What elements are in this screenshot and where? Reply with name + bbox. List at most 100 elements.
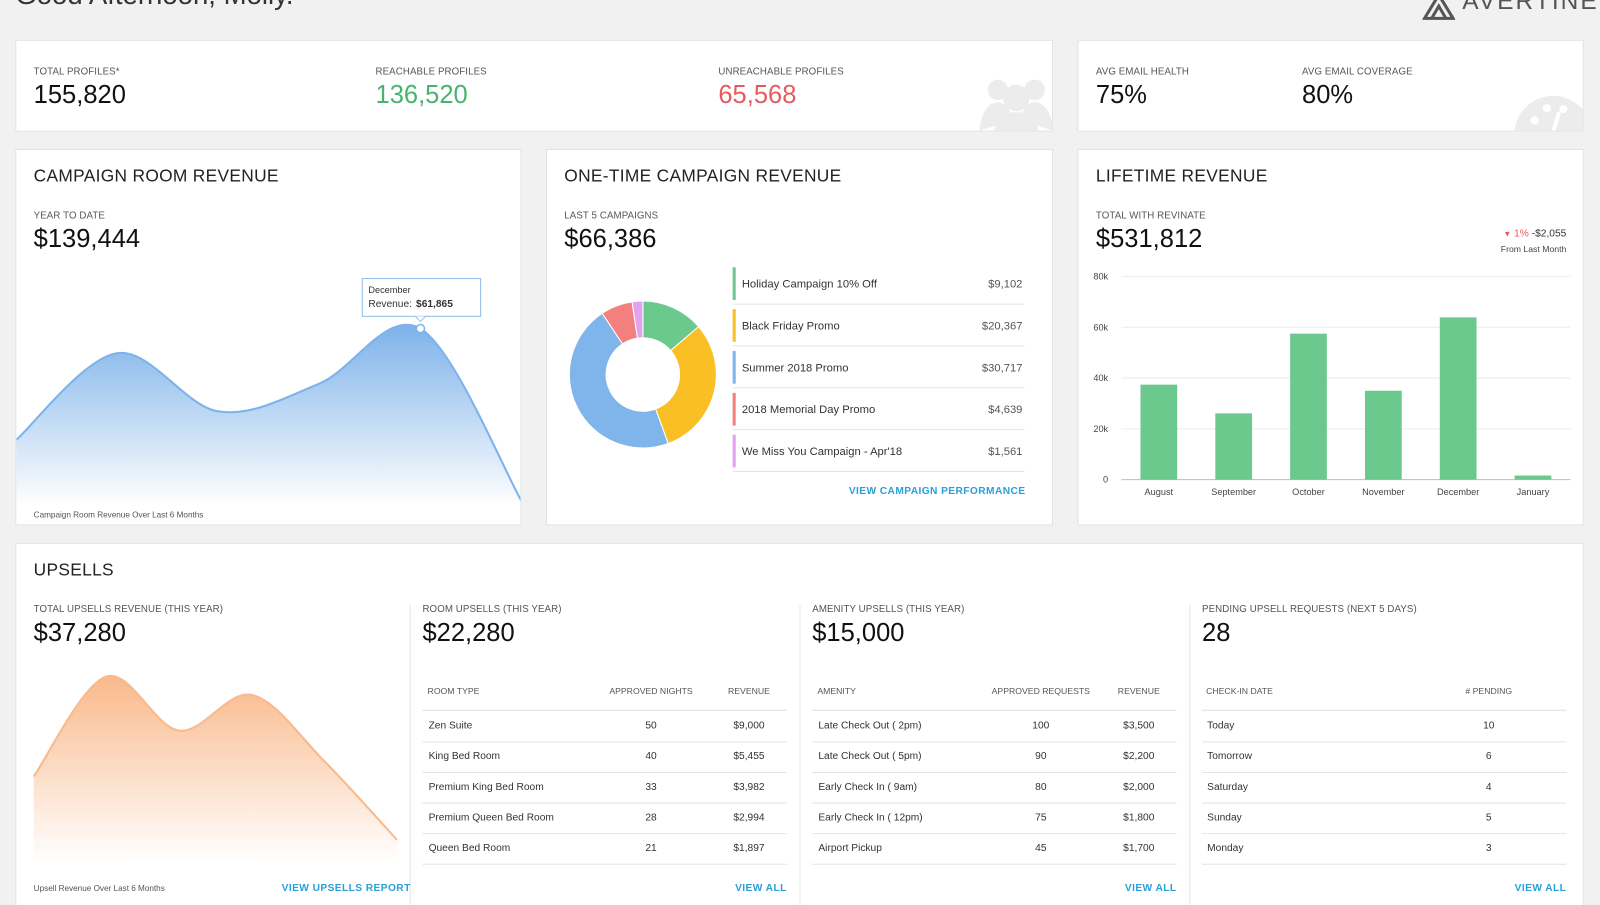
email-card: AVG EMAIL HEALTH 75% AVG EMAIL COVERAGE 80% bbox=[1077, 39, 1584, 132]
bar bbox=[1140, 384, 1178, 480]
legend-swatch bbox=[732, 434, 736, 468]
legend-value: $9,102 bbox=[988, 279, 1022, 291]
change-amount: -$2,055 bbox=[1531, 228, 1567, 240]
section-total: 28 bbox=[1202, 618, 1231, 647]
table-cell: 90 bbox=[1035, 751, 1047, 763]
table-cell: $3,500 bbox=[1123, 720, 1155, 732]
change-note: From Last Month bbox=[1500, 243, 1567, 255]
card-title: UPSELLS bbox=[33, 560, 114, 580]
table-cell: 5 bbox=[1485, 812, 1492, 824]
stat-value: 136,520 bbox=[375, 80, 468, 110]
table-cell: Early Check In ( 9am) bbox=[818, 781, 918, 793]
data-point bbox=[415, 323, 426, 334]
card-total: $531,812 bbox=[1095, 224, 1203, 254]
down-arrow: ▼ bbox=[1503, 229, 1512, 239]
section-label: ROOM UPSELLS (THIS YEAR) bbox=[422, 604, 562, 616]
area-line bbox=[32, 674, 398, 841]
table-cell: 100 bbox=[1032, 720, 1050, 732]
legend-value: $30,717 bbox=[982, 362, 1023, 374]
tooltip-label: Revenue: bbox=[368, 299, 412, 310]
table-cell: Tomorrow bbox=[1207, 751, 1252, 763]
bar bbox=[1215, 413, 1253, 480]
y-tick-label: 0 bbox=[1103, 475, 1108, 485]
legend-swatch bbox=[732, 309, 736, 342]
legend-value: $20,367 bbox=[982, 321, 1023, 333]
stat-label: TOTAL PROFILES* bbox=[33, 66, 120, 78]
table-cell: Premium Queen Bed Room bbox=[428, 812, 554, 824]
x-tick-label: December bbox=[1437, 487, 1479, 497]
table-cell: $2,200 bbox=[1123, 751, 1155, 763]
table-cell: Sunday bbox=[1207, 812, 1242, 824]
donut-slice bbox=[631, 300, 644, 339]
stat-label: UNREACHABLE PROFILES bbox=[718, 66, 844, 78]
chart-caption: Upsell Revenue Over Last 6 Months bbox=[33, 883, 165, 893]
campaign-room-revenue-card: CAMPAIGN ROOM REVENUE YEAR TO DATE $139,… bbox=[15, 148, 522, 526]
section-label: PENDING UPSELL REQUESTS (NEXT 5 DAYS) bbox=[1202, 604, 1417, 616]
x-tick-label: November bbox=[1362, 487, 1404, 497]
tooltip-box bbox=[361, 278, 482, 317]
stat-value: 80% bbox=[1302, 80, 1354, 110]
stat-label: REACHABLE PROFILES bbox=[375, 66, 487, 78]
table-cell: $5,455 bbox=[733, 751, 765, 763]
table-cell: 45 bbox=[1035, 842, 1047, 855]
card-subtitle: YEAR TO DATE bbox=[33, 210, 105, 222]
table-cell: 33 bbox=[645, 781, 657, 793]
card-total: $139,444 bbox=[33, 224, 141, 254]
table-cell: Late Check Out ( 2pm) bbox=[818, 720, 922, 732]
legend-value: $4,639 bbox=[988, 404, 1022, 416]
section-total: $22,280 bbox=[422, 618, 515, 647]
area-fill bbox=[33, 675, 397, 864]
y-tick-label: 20k bbox=[1093, 424, 1108, 434]
table-cell: King Bed Room bbox=[428, 751, 501, 763]
table-cell: Premium King Bed Room bbox=[428, 781, 544, 793]
table-cell: Today bbox=[1207, 720, 1235, 732]
tooltip-category: December bbox=[368, 285, 410, 295]
tooltip-value: $61,865 bbox=[416, 299, 453, 310]
stat-label: AVG EMAIL COVERAGE bbox=[1302, 66, 1413, 78]
section-total: $15,000 bbox=[812, 618, 905, 647]
upsells-total: $37,280 bbox=[33, 618, 126, 647]
y-tick-label: 80k bbox=[1093, 272, 1108, 282]
change-indicator: ▼ 1% -$2,055 bbox=[1503, 229, 1566, 240]
y-tick-label: 60k bbox=[1093, 322, 1108, 332]
table-header: APPROVED NIGHTS bbox=[609, 685, 693, 696]
table-cell: Airport Pickup bbox=[818, 842, 882, 855]
table-header: APPROVED REQUESTS bbox=[991, 685, 1090, 696]
stat-label: AVG EMAIL HEALTH bbox=[1095, 66, 1189, 78]
card-title: ONE-TIME CAMPAIGN REVENUE bbox=[564, 166, 842, 186]
stat-value: 155,820 bbox=[33, 80, 126, 110]
table-cell: $9,000 bbox=[733, 720, 765, 732]
table-cell: 10 bbox=[1483, 720, 1495, 732]
people-icon bbox=[979, 79, 1053, 131]
table-cell: $2,000 bbox=[1123, 781, 1155, 793]
tooltip-pointer bbox=[414, 315, 426, 323]
bar bbox=[1514, 475, 1552, 480]
table-header: ROOM TYPE bbox=[427, 685, 480, 696]
legend-name: Holiday Campaign 10% Off bbox=[742, 279, 878, 291]
x-tick-label: October bbox=[1292, 487, 1325, 497]
table-cell: 28 bbox=[645, 812, 657, 824]
table-header: AMENITY bbox=[817, 685, 856, 696]
view-all-link[interactable]: VIEW ALL bbox=[1514, 882, 1567, 894]
logo-text: AVERTINE bbox=[1462, 0, 1599, 16]
table-header: # PENDING bbox=[1465, 685, 1513, 696]
table-cell: Late Check Out ( 5pm) bbox=[818, 751, 922, 763]
view-all-link[interactable]: VIEW ALL bbox=[735, 882, 787, 894]
table-cell: Early Check In ( 12pm) bbox=[818, 812, 923, 824]
view-all-link[interactable]: VIEW ALL bbox=[1124, 882, 1177, 894]
view-campaign-performance-link[interactable]: VIEW CAMPAIGN PERFORMANCE bbox=[848, 485, 1026, 497]
total-label: TOTAL UPSELLS REVENUE (THIS YEAR) bbox=[33, 604, 224, 616]
table-cell: $1,897 bbox=[733, 842, 765, 855]
table-cell: Saturday bbox=[1207, 781, 1248, 793]
gauge-icon bbox=[1514, 95, 1583, 131]
tooltip-text: Revenue: $61,865 bbox=[368, 299, 453, 310]
view-upsells-report-link[interactable]: VIEW UPSELLS REPORT bbox=[281, 882, 411, 894]
legend-value: $1,561 bbox=[988, 446, 1022, 458]
table-header: REVENUE bbox=[1117, 685, 1160, 696]
greeting: Good Afternoon, Molly. bbox=[15, 0, 293, 11]
donut-slice bbox=[568, 312, 669, 449]
bar bbox=[1290, 333, 1327, 480]
table-cell: Monday bbox=[1207, 842, 1244, 855]
legend-name: Summer 2018 Promo bbox=[742, 362, 849, 374]
legend-name: 2018 Memorial Day Promo bbox=[742, 404, 875, 416]
